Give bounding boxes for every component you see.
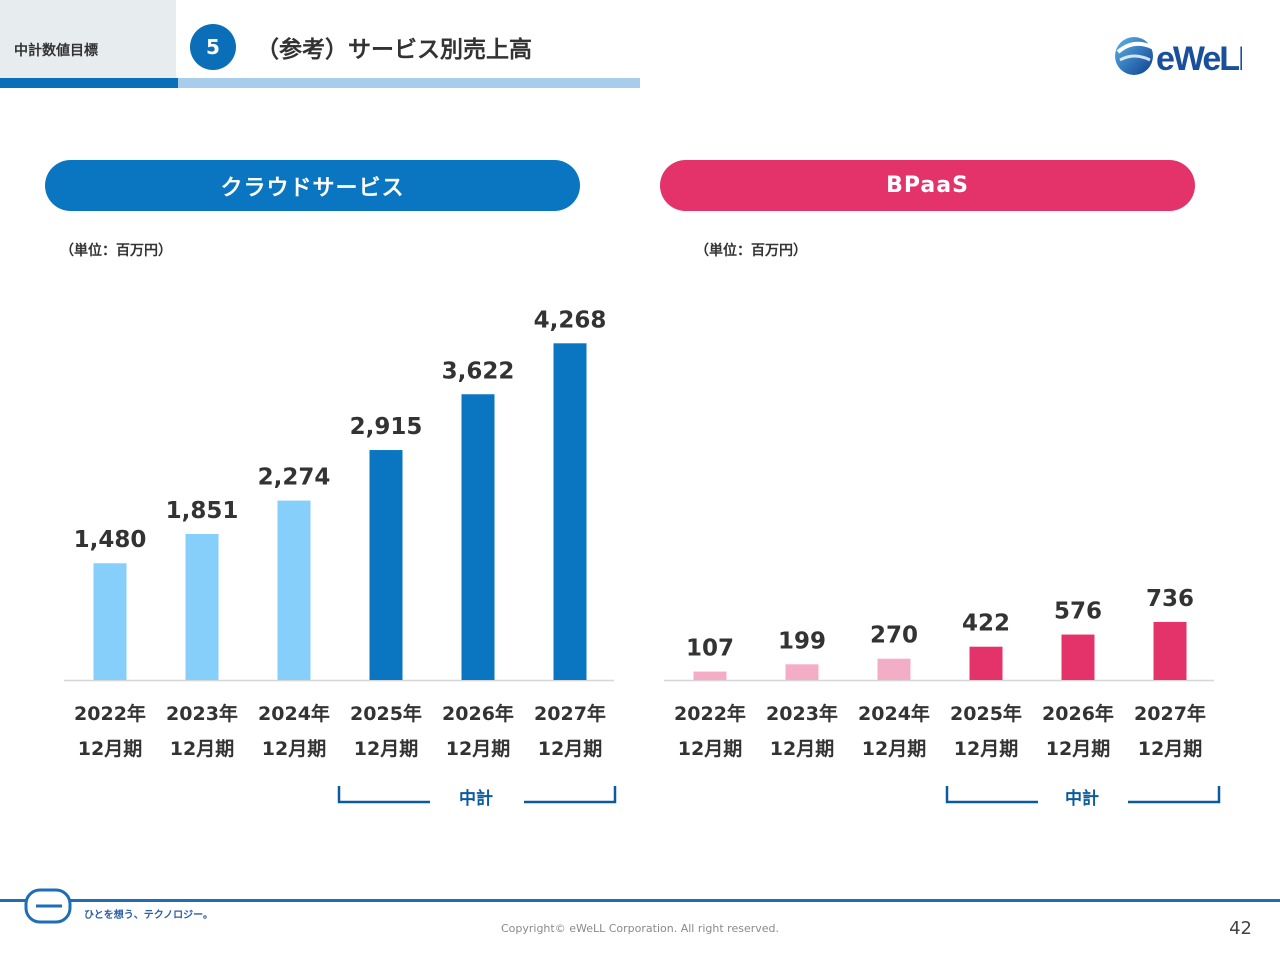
company-logo: eWeLL xyxy=(1115,37,1242,78)
cloud-revenue-chart: 1,480 2022年 12月期 1,851 2023年 12月期 2,274 2024年 12… xyxy=(60,270,620,770)
cloud-unit-label: （単位：百万円） xyxy=(60,243,172,259)
cloud-bar xyxy=(93,563,127,680)
bpaas-value-label: 422 xyxy=(962,611,1010,637)
cloud-value-label: 2,274 xyxy=(258,465,331,491)
bpaas-tick-period: 12月期 xyxy=(862,738,926,760)
bpaas-tick-period: 12月期 xyxy=(678,738,742,760)
bpaas-value-label: 576 xyxy=(1054,599,1102,625)
cloud-value-label: 1,851 xyxy=(166,498,239,524)
bpaas-bar xyxy=(969,646,1003,680)
cloud-value-label: 1,480 xyxy=(74,527,147,553)
cloud-bar xyxy=(369,450,403,680)
bpaas-header: BPaaS xyxy=(660,160,1195,211)
page-number: 42 xyxy=(1229,918,1252,939)
footer-logo-mark xyxy=(24,888,72,924)
bpaas-tick-year: 2026年 xyxy=(1042,702,1114,725)
cloud-bracket-lines xyxy=(337,786,617,804)
cloud-tick-period: 12月期 xyxy=(262,738,326,760)
cloud-tick-year: 2024年 xyxy=(258,702,330,725)
bpaas-tick-year: 2022年 xyxy=(674,702,746,725)
bpaas-unit-label: （単位：百万円） xyxy=(695,243,807,259)
section-tab: 中計数値目標 xyxy=(0,0,176,82)
section-label: 中計数値目標 xyxy=(14,43,98,59)
bpaas-midterm-bracket: 中計 xyxy=(944,784,1222,809)
section-number-badge: 5 xyxy=(190,24,236,70)
bpaas-bar xyxy=(785,664,819,680)
bpaas-revenue-svg: 107 2022年 12月期 199 2023年 12月期 270 2024年 12月期 422 2… xyxy=(664,586,1214,760)
cloud-service-header: クラウドサービス xyxy=(45,160,580,211)
cloud-midterm-label: 中計 xyxy=(459,789,493,809)
cloud-tick-year: 2023年 xyxy=(166,702,238,725)
cloud-tick-year: 2025年 xyxy=(350,702,422,725)
logo-wordmark: eWeLL xyxy=(1156,40,1242,78)
header-underline-bar xyxy=(178,78,640,88)
bpaas-bar xyxy=(693,671,727,680)
cloud-bar xyxy=(461,394,495,680)
cloud-tick-period: 12月期 xyxy=(170,738,234,760)
header-accent-bar xyxy=(0,78,178,88)
cloud-value-label: 4,268 xyxy=(534,307,607,333)
cloud-bar xyxy=(277,500,311,680)
bpaas-value-label: 736 xyxy=(1146,586,1194,612)
bpaas-tick-year: 2024年 xyxy=(858,702,930,725)
cloud-bar xyxy=(185,533,219,680)
bpaas-tick-year: 2023年 xyxy=(766,702,838,725)
bpaas-tick-period: 12月期 xyxy=(770,738,834,760)
bpaas-tick-period: 12月期 xyxy=(954,738,1018,760)
cloud-value-label: 2,915 xyxy=(350,414,423,440)
bpaas-bar xyxy=(1061,634,1095,680)
bpaas-bar xyxy=(877,658,911,680)
cloud-midterm-bracket: 中計 xyxy=(336,784,618,809)
cloud-bar xyxy=(553,343,587,680)
cloud-tick-year: 2027年 xyxy=(534,702,606,725)
footer-divider xyxy=(0,899,1280,902)
footer-tagline: ひとを想う、テクノロジー。 xyxy=(84,910,213,921)
cloud-tick-period: 12月期 xyxy=(354,738,418,760)
cloud-tick-period: 12月期 xyxy=(78,738,142,760)
cloud-tick-period: 12月期 xyxy=(538,738,602,760)
cloud-value-label: 3,622 xyxy=(442,358,515,384)
bpaas-value-label: 270 xyxy=(870,623,918,649)
bpaas-tick-year: 2025年 xyxy=(950,702,1022,725)
bpaas-revenue-chart: 107 2022年 12月期 199 2023年 12月期 270 2024年 12月期 422 2… xyxy=(660,270,1220,770)
bpaas-tick-period: 12月期 xyxy=(1046,738,1110,760)
bpaas-midterm-label: 中計 xyxy=(1065,789,1099,809)
cloud-tick-year: 2026年 xyxy=(442,702,514,725)
bpaas-bar xyxy=(1153,621,1187,680)
bpaas-value-label: 107 xyxy=(686,636,734,662)
bpaas-tick-period: 12月期 xyxy=(1138,738,1202,760)
cloud-tick-period: 12月期 xyxy=(446,738,510,760)
cloud-tick-year: 2022年 xyxy=(74,702,146,725)
bpaas-value-label: 199 xyxy=(778,628,826,654)
bpaas-bracket-lines xyxy=(945,786,1221,804)
page-title: （参考）サービス別売上高 xyxy=(256,37,532,63)
bpaas-tick-year: 2027年 xyxy=(1134,702,1206,725)
cloud-revenue-svg: 1,480 2022年 12月期 1,851 2023年 12月期 2,274 2024年 12… xyxy=(64,307,614,760)
footer-copyright: Copyright© eWeLL Corporation. All right … xyxy=(500,922,780,935)
